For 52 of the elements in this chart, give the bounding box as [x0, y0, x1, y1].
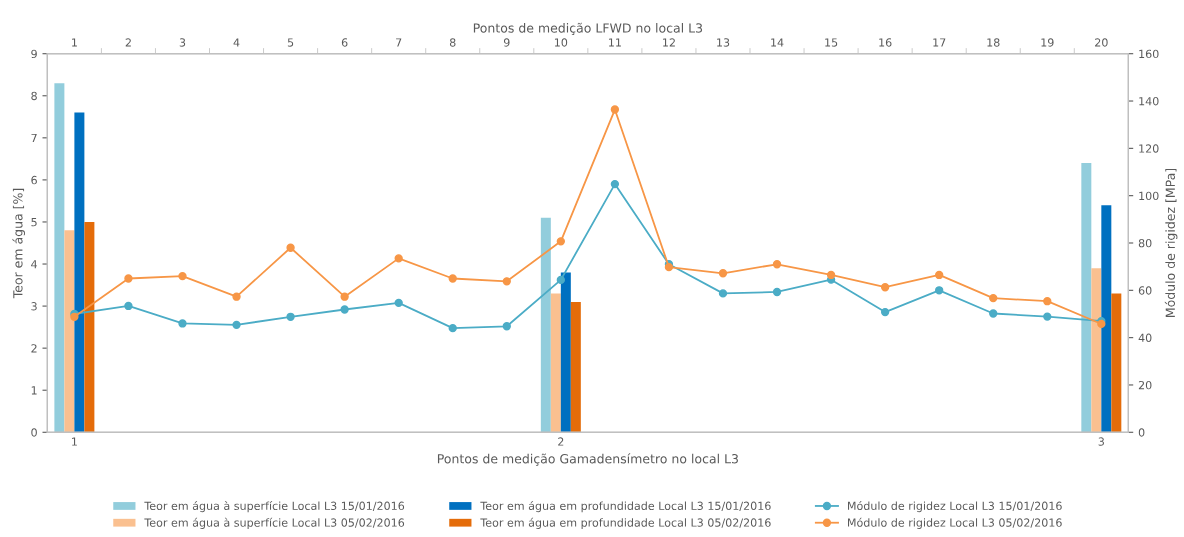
x-tick-label: 1 — [72, 437, 77, 446]
x-tick-label: 2 — [558, 437, 564, 446]
legend-label: Módulo de rigidez Local L3 15/01/2016 — [848, 500, 1062, 513]
x2-tick-label: 17 — [933, 38, 946, 47]
legend-label: Teor em água em profundidade Local L3 15/01/2016 — [480, 500, 771, 513]
y2-tick-label: 160 — [1139, 49, 1159, 59]
y2-tick-label: 140 — [1139, 97, 1159, 106]
x-axis-title: Pontos de medição Gamadensímetro no local L3 — [437, 453, 738, 466]
y-axis-title: Teor em água [%] — [12, 188, 26, 299]
y-tick-label: 0 — [31, 428, 37, 437]
y-tick-label: 6 — [31, 175, 37, 185]
x2-tick-label: 18 — [987, 38, 1000, 47]
x2-tick-label: 16 — [879, 38, 892, 47]
y-tick-label: 5 — [31, 218, 37, 227]
x2-tick-label: 5 — [287, 38, 294, 47]
legend-label: Teor em água em profundidade Local L3 05/02/2016 — [480, 517, 771, 529]
x2-tick-label: 20 — [1095, 38, 1108, 47]
x2-tick-label: 3 — [179, 38, 186, 47]
y-tick-label: 2 — [31, 344, 37, 353]
x2-tick-label: 8 — [449, 38, 456, 47]
y2-axis-title: Módulo de rigidez [MPa] — [1164, 168, 1178, 317]
y2-tick-label: 60 — [1138, 286, 1152, 295]
y-tick-label: 9 — [31, 49, 37, 59]
y-tick-label: 3 — [31, 302, 37, 311]
legend-label: Teor em água à superfície Local L3 05/02/2016 — [144, 517, 405, 529]
x2-tick-label: 9 — [503, 38, 510, 47]
legend-label: Módulo de rigidez Local L3 05/02/2016 — [848, 517, 1062, 529]
x2-axis-title: Pontos de medição LFWD no local L3 — [473, 22, 703, 35]
x2-tick-label: 15 — [825, 38, 838, 47]
x2-tick-label: 12 — [663, 38, 675, 47]
y2-tick-label: 20 — [1138, 380, 1152, 390]
y-tick-label: 7 — [31, 133, 37, 143]
y-tick-label: 8 — [31, 91, 37, 101]
x2-tick-label: 7 — [396, 38, 402, 47]
x2-tick-label: 4 — [233, 38, 240, 47]
y2-tick-label: 100 — [1139, 191, 1159, 201]
y2-tick-label: 40 — [1138, 333, 1152, 343]
y2-tick-label: 120 — [1139, 144, 1159, 153]
y2-tick-label: 0 — [1138, 428, 1145, 437]
x2-tick-label: 14 — [771, 38, 784, 47]
x2-tick-label: 19 — [1041, 38, 1054, 47]
x2-tick-label: 13 — [717, 38, 730, 47]
x2-tick-label: 1 — [72, 38, 77, 47]
x2-tick-label: 10 — [554, 38, 568, 47]
x-tick-label: 3 — [1098, 437, 1104, 446]
y2-tick-label: 80 — [1138, 238, 1152, 248]
y-tick-label: 4 — [31, 260, 38, 269]
x2-tick-label: 6 — [341, 38, 348, 47]
legend-label: Teor em água à superfície Local L3 15/01/2016 — [144, 500, 405, 513]
x2-tick-label: 11 — [609, 38, 621, 47]
x2-tick-label: 2 — [125, 38, 131, 47]
y-tick-label: 1 — [31, 386, 37, 395]
